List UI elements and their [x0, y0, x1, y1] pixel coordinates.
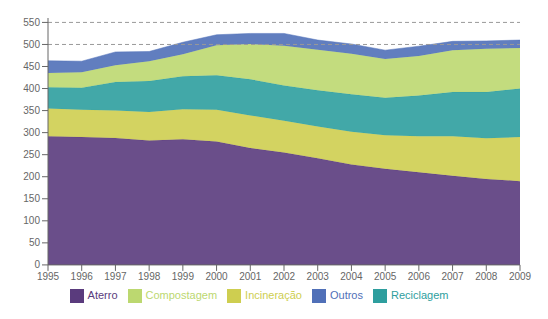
svg-text:1998: 1998 [138, 271, 161, 282]
html-text:Aterro: Aterro [87, 288, 118, 301]
svg-text:450: 450 [23, 61, 40, 72]
svg-text:500: 500 [23, 39, 40, 50]
svg-text:1996: 1996 [71, 271, 94, 282]
html-text:Incineração: Incineração [245, 288, 302, 301]
html-text:Compostagem: Compostagem [145, 288, 218, 301]
svg-text:2002: 2002 [273, 271, 296, 282]
svg-text:350: 350 [23, 105, 40, 116]
svg-text:400: 400 [23, 83, 40, 94]
html-text:Outros: Outros [330, 288, 363, 301]
svg-text:2004: 2004 [340, 271, 363, 282]
svg-text:0: 0 [34, 259, 40, 270]
svg-text:2003: 2003 [307, 271, 330, 282]
svg-text:250: 250 [23, 149, 40, 160]
svg-text:550: 550 [23, 17, 40, 28]
svg-text:100: 100 [23, 215, 40, 226]
svg-text:1997: 1997 [104, 271, 127, 282]
svg-text:2009: 2009 [509, 271, 532, 282]
svg-text:2001: 2001 [239, 271, 262, 282]
svg-text:50: 50 [29, 237, 41, 248]
svg-text:1999: 1999 [172, 271, 195, 282]
html-text:Reciclagem: Reciclagem [391, 288, 449, 301]
svg-text:300: 300 [23, 127, 40, 138]
svg-text:2006: 2006 [408, 271, 431, 282]
svg-text:2007: 2007 [441, 271, 464, 282]
svg-text:1995: 1995 [37, 271, 60, 282]
svg-text:2000: 2000 [205, 271, 228, 282]
svg-text:2005: 2005 [374, 271, 397, 282]
svg-text:200: 200 [23, 171, 40, 182]
svg-text:2008: 2008 [475, 271, 498, 282]
svg-text:150: 150 [23, 193, 40, 204]
